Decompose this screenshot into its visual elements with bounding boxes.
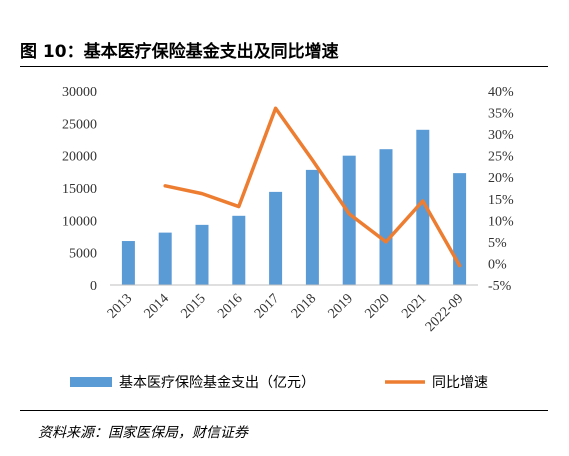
bar [342, 155, 356, 285]
right-tick-label: 20% [488, 171, 514, 186]
x-tick-label: 2015 [178, 291, 208, 321]
x-tick-label: 2021 [399, 291, 429, 321]
bar [232, 215, 246, 285]
right-tick-label: 25% [488, 150, 514, 165]
left-axis: 0 5000 10000 15000 20000 25000 30000 [62, 85, 97, 294]
x-tick-label: 2019 [326, 291, 356, 321]
right-axis: -5% 0% 5% 10% 15% 20% 25% 30% 35% 40% [488, 85, 514, 294]
right-tick-label: 0% [488, 257, 507, 272]
right-tick-label: 30% [488, 128, 514, 143]
line-series [163, 106, 462, 268]
right-tick-label: 40% [488, 85, 514, 100]
x-tick-label: 2014 [142, 291, 172, 321]
figure-title: 图 10：基本医疗保险基金支出及同比增速 [20, 42, 339, 62]
legend-label-line: 同比增速 [432, 375, 488, 391]
x-axis: 2013 2014 2015 2016 2017 2018 2019 2020 20212022… [105, 291, 467, 335]
right-tick-label: -5% [488, 279, 512, 294]
bar [121, 241, 135, 285]
source-note: 资料来源：国家医保局，财信证券 [38, 425, 248, 441]
source-rule [20, 410, 548, 411]
bar-series [121, 129, 467, 285]
x-tick-label: 2018 [289, 291, 319, 321]
bar [379, 149, 393, 285]
x-tick-label: 2013 [105, 291, 135, 321]
x-tick-label: 2022-09 [423, 291, 467, 335]
bar [416, 129, 430, 285]
left-tick-label: 25000 [62, 117, 97, 132]
growth-line [163, 106, 462, 268]
left-tick-label: 0 [90, 279, 97, 294]
legend: 基本医疗保险基金支出（亿元） 同比增速 [70, 374, 488, 391]
bar [195, 224, 209, 285]
legend-swatch-bar [70, 377, 112, 387]
bar [305, 169, 319, 285]
x-tick-label: 2020 [362, 291, 392, 321]
right-tick-label: 10% [488, 214, 514, 229]
left-tick-label: 5000 [69, 247, 97, 262]
bar [269, 191, 283, 285]
left-tick-label: 20000 [62, 150, 97, 165]
right-tick-label: 15% [488, 193, 514, 208]
right-tick-label: 5% [488, 236, 507, 251]
left-tick-label: 15000 [62, 182, 97, 197]
bar [453, 173, 467, 285]
x-tick-label: 2017 [252, 291, 282, 321]
legend-label-bar: 基本医疗保险基金支出（亿元） [119, 374, 315, 391]
left-tick-label: 10000 [62, 214, 97, 229]
bar [158, 232, 172, 285]
right-tick-label: 35% [488, 107, 514, 122]
left-tick-label: 30000 [62, 85, 97, 100]
title-rule [20, 66, 548, 67]
x-tick-label: 2016 [215, 291, 245, 321]
